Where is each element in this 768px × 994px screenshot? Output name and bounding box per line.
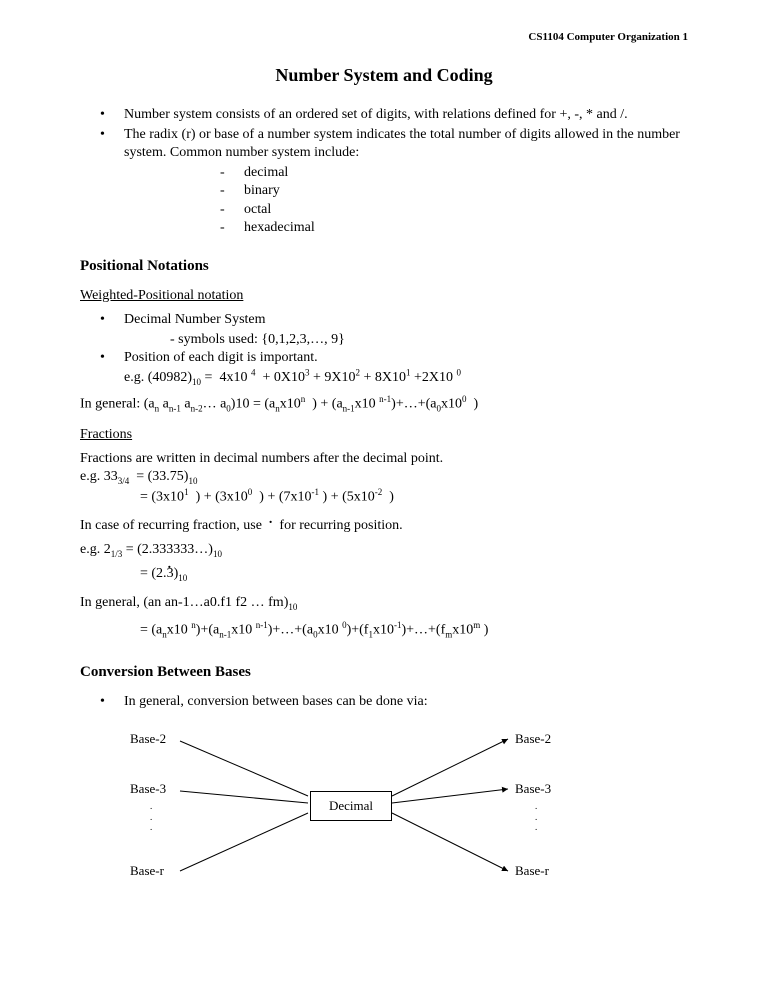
diagram-dots-left: ... — [150, 801, 152, 833]
list-text: binary — [244, 182, 280, 200]
fractions-text: Fractions are written in decimal numbers… — [80, 450, 688, 468]
diagram-label-right-r: Base-r — [515, 863, 549, 880]
diagram-center-box: Decimal — [310, 791, 392, 821]
positional-list: • Decimal Number System - symbols used: … — [100, 311, 688, 389]
diagram-label-left-1: Base-2 — [130, 731, 166, 748]
list-subtext: - symbols used: {0,1,2,3,…, 9} — [170, 331, 688, 349]
diagram-dots-right: ... — [535, 801, 537, 833]
dash-icon: - — [220, 182, 244, 200]
list-text: Position of each digit is important. e.g… — [124, 349, 688, 388]
general-formula-2: In general, (an an-1…a0.f1 f2 … fm)10 — [80, 594, 688, 613]
bullet-icon: • — [100, 106, 124, 124]
bullet-icon: • — [100, 349, 124, 388]
label: In general: — [80, 397, 144, 412]
list-item: -octal — [220, 201, 688, 219]
conversion-diagram: Base-2 Base-3 ... Base-r Decimal Base-2 … — [110, 721, 610, 891]
section-heading-conversion: Conversion Between Bases — [80, 663, 688, 683]
list-item: -binary — [220, 182, 688, 200]
page-header: CS1104 Computer Organization 1 — [80, 30, 688, 44]
page-title: Number System and Coding — [80, 64, 688, 87]
diagram-label-left-2: Base-3 — [130, 781, 166, 798]
list-text: In general, conversion between bases can… — [124, 693, 688, 711]
list-item: • The radix (r) or base of a number syst… — [100, 126, 688, 162]
list-item: -hexadecimal — [220, 219, 688, 237]
dash-icon: - — [220, 219, 244, 237]
diagram-label-right-1: Base-2 — [515, 731, 551, 748]
list-item: • Number system consists of an ordered s… — [100, 106, 688, 124]
bullet-icon: • — [100, 311, 124, 329]
intro-list: • Number system consists of an ordered s… — [100, 106, 688, 237]
fractions-example: e.g. 333/4 = (33.75)10 — [80, 468, 688, 487]
general-formula-1: In general: (an an-1 an-2… a0)10 = (anx1… — [80, 394, 688, 415]
list-item: • Position of each digit is important. e… — [100, 349, 688, 388]
recurring-example-1: e.g. 21/3 = (2.333333…)10 — [80, 541, 688, 560]
recurring-text: In case of recurring fraction, use . for… — [80, 517, 688, 535]
dash-icon: - — [220, 201, 244, 219]
fractions-expansion: = (3x101 ) + (3x100 ) + (7x10-1 ) + (5x1… — [140, 487, 688, 507]
list-text-span: Position of each digit is important. — [124, 350, 318, 365]
list-text: Decimal Number System — [124, 311, 688, 329]
diagram-label-left-r: Base-r — [130, 863, 164, 880]
recurring-example-2: = (2.3.)10 — [140, 565, 688, 584]
subheading-weighted: Weighted-Positional notation — [80, 287, 688, 305]
subheading-fractions: Fractions — [80, 426, 688, 444]
sub-list: -decimal -binary -octal -hexadecimal — [220, 164, 688, 237]
bullet-icon: • — [100, 693, 124, 711]
list-text: hexadecimal — [244, 219, 315, 237]
dash-icon: - — [220, 164, 244, 182]
diagram-label-right-2: Base-3 — [515, 781, 551, 798]
equation-text: e.g. (40982)10 = 4x10 4 + 0X103 + 9X102 … — [124, 370, 461, 385]
list-item: • In general, conversion between bases c… — [100, 693, 688, 711]
list-item: • Decimal Number System — [100, 311, 688, 329]
document-page: CS1104 Computer Organization 1 Number Sy… — [0, 0, 768, 994]
general-formula-2-exp: = (anx10 n)+(an-1x10 n-1)+…+(a0x10 0)+(f… — [140, 620, 688, 641]
section-heading-positional: Positional Notations — [80, 257, 688, 277]
bullet-icon: • — [100, 126, 124, 162]
list-text: octal — [244, 201, 271, 219]
list-item: -decimal — [220, 164, 688, 182]
list-text: decimal — [244, 164, 288, 182]
conversion-list: • In general, conversion between bases c… — [100, 693, 688, 711]
list-text: Number system consists of an ordered set… — [124, 106, 688, 124]
list-text: The radix (r) or base of a number system… — [124, 126, 688, 162]
